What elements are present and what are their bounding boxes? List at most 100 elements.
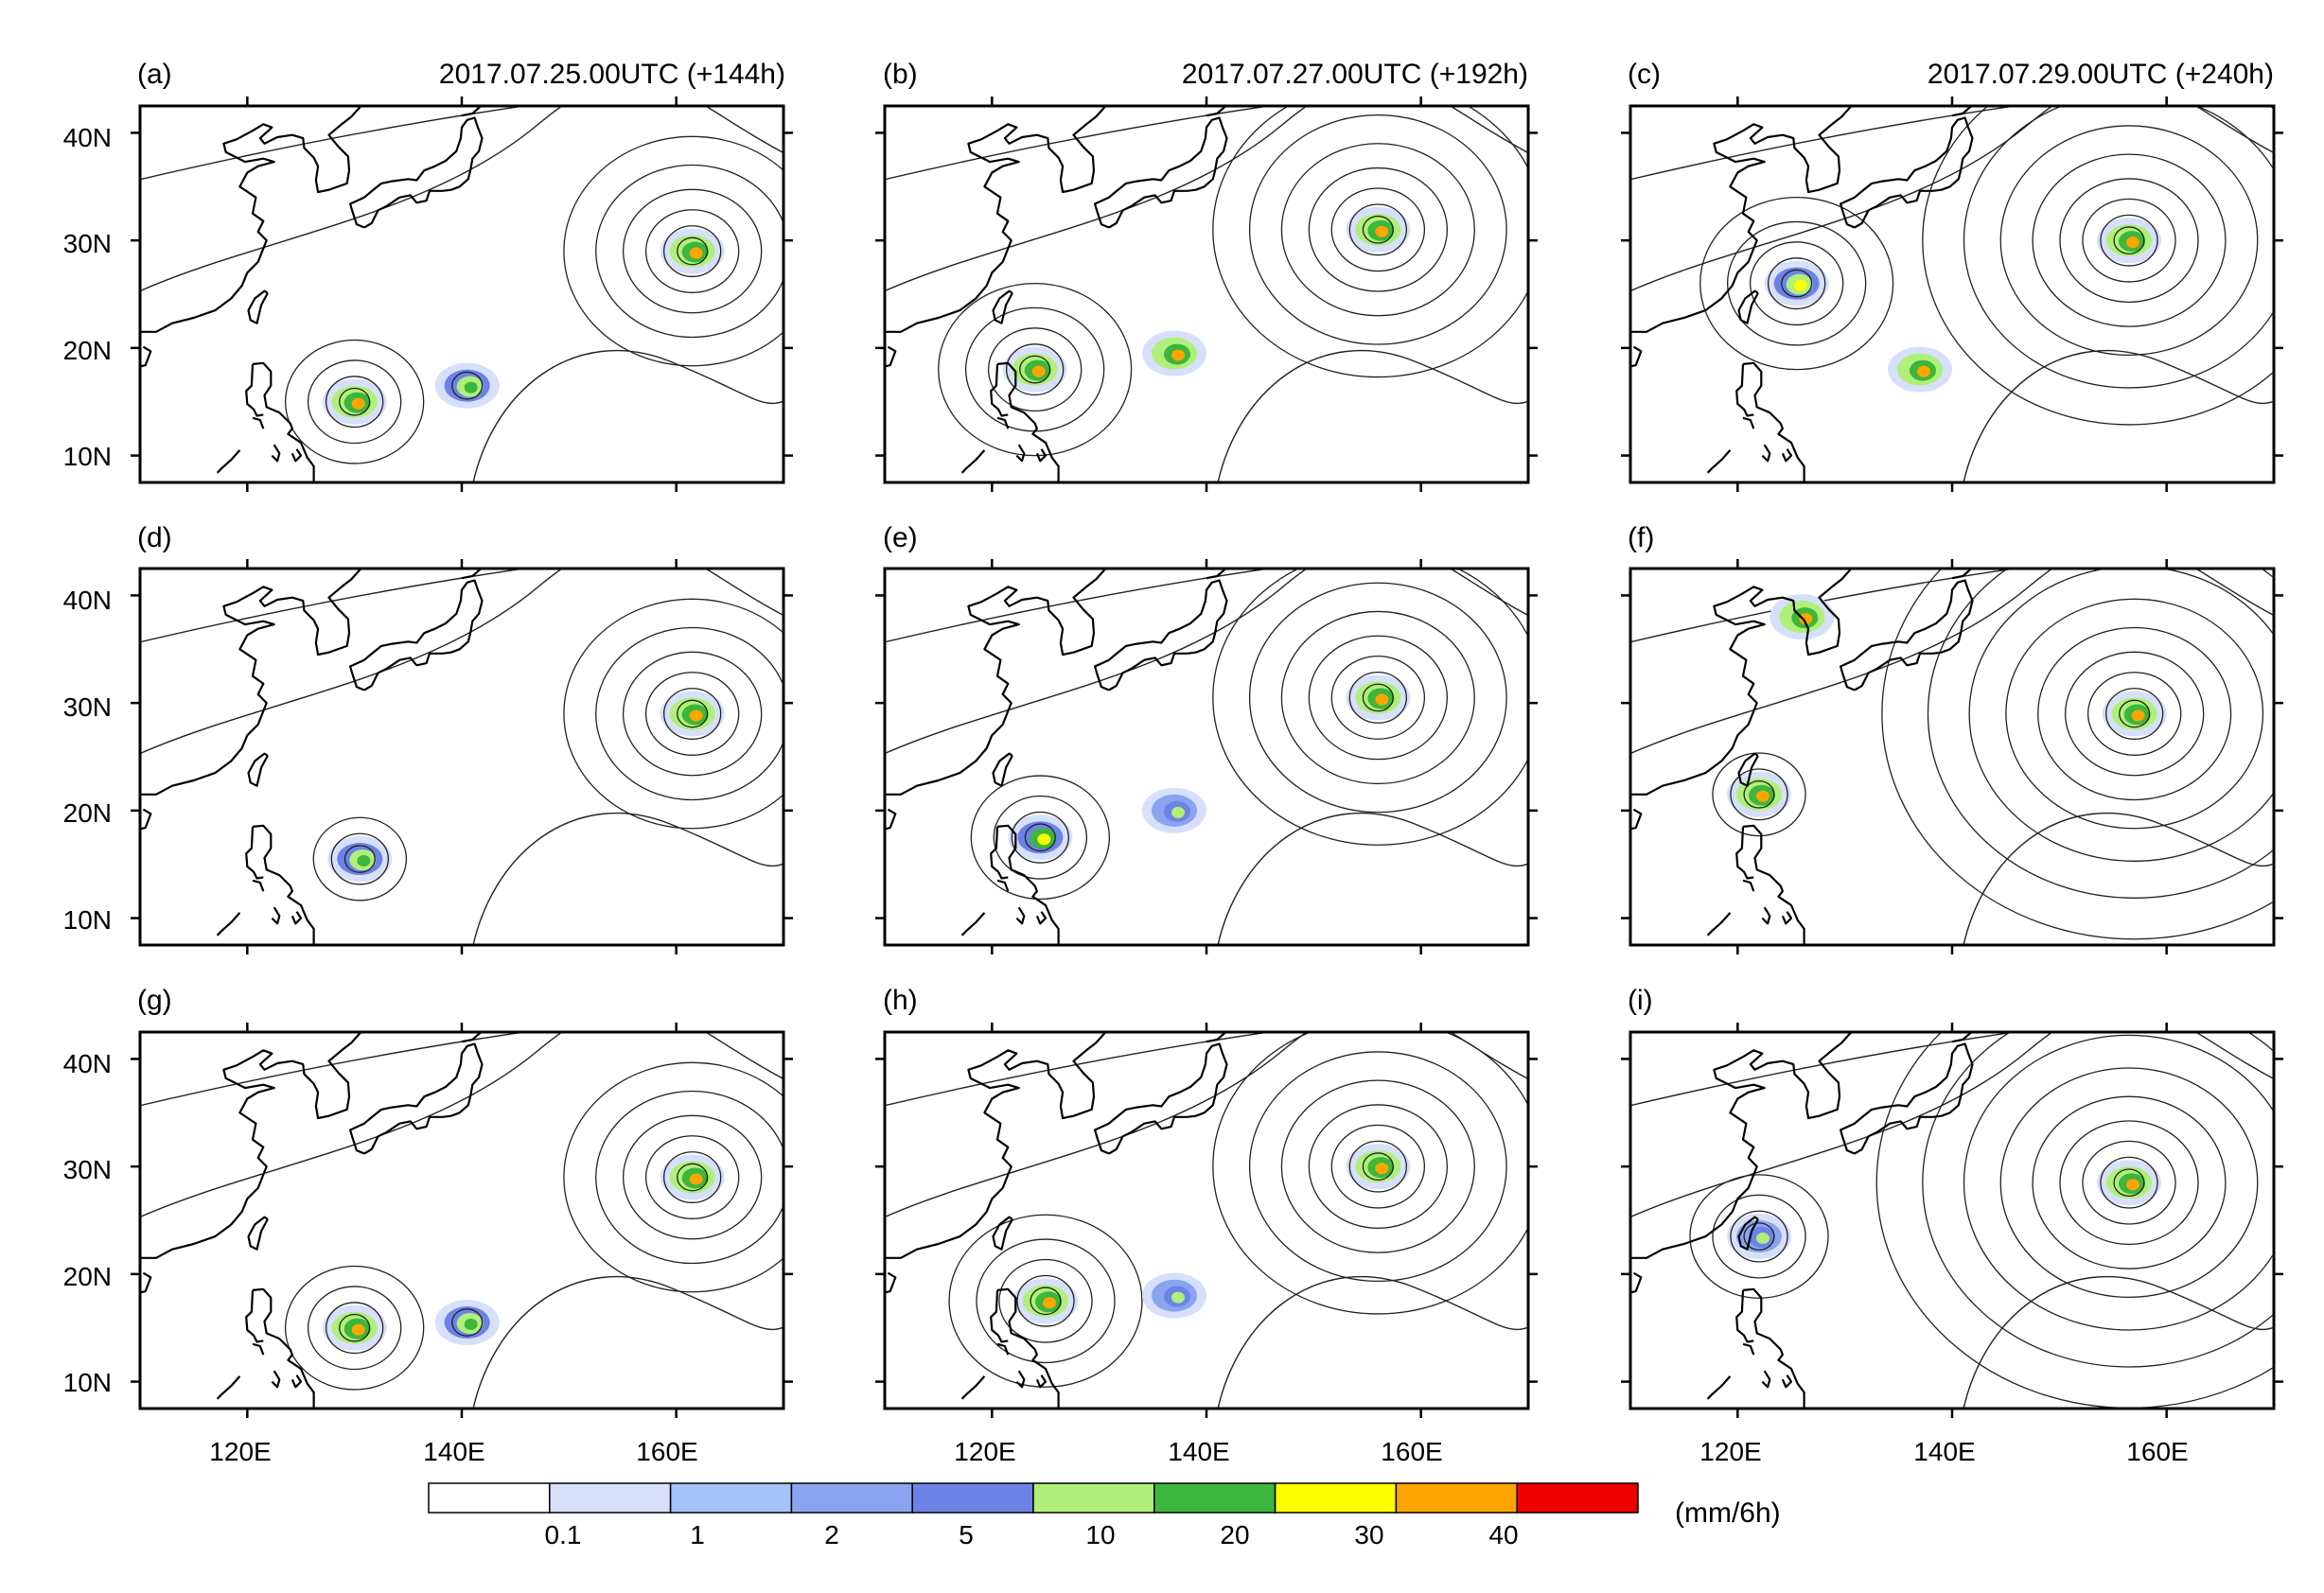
storm-isobar — [622, 651, 763, 777]
map-content — [885, 106, 1528, 482]
storm-isobar — [1016, 1274, 1075, 1327]
coastline — [996, 824, 1060, 945]
coastline — [1094, 116, 1228, 229]
panel-grid — [131, 96, 2283, 1418]
lon-label-120e: 120E — [954, 1437, 1016, 1466]
colorbar-box — [669, 1482, 793, 1514]
rain-core — [1375, 225, 1389, 237]
rain-core — [351, 1323, 365, 1336]
coastline — [1951, 106, 1973, 117]
coastline — [252, 1342, 265, 1356]
map-panel — [131, 559, 793, 954]
coastline — [996, 416, 1010, 429]
pressure-contour — [1963, 1275, 2274, 1409]
coastline — [140, 569, 362, 796]
storm-isobar — [1330, 1124, 1426, 1209]
coastline — [216, 449, 241, 474]
storm-isobar — [987, 327, 1083, 412]
colorbar-label: 20 — [1220, 1520, 1250, 1549]
storm-isobar — [1330, 656, 1426, 740]
rain-core — [1171, 1291, 1185, 1304]
storm-isobar — [644, 209, 740, 293]
coastline — [1035, 448, 1048, 463]
lat-label-40n: 40N — [62, 586, 112, 615]
map-background — [140, 569, 783, 945]
colorbar-box — [1153, 1482, 1276, 1514]
rain-core — [1756, 790, 1769, 802]
storm-isobar — [284, 1265, 425, 1391]
colorbar-box — [1032, 1482, 1155, 1514]
coastline — [1630, 345, 1643, 368]
rain-core — [2126, 236, 2139, 249]
storm-isobar — [2100, 214, 2158, 267]
rain-core — [351, 397, 365, 410]
colorbar-label: 10 — [1085, 1520, 1116, 1549]
coastline — [290, 1374, 303, 1389]
coastline — [271, 906, 281, 925]
storm-isobar — [663, 1151, 722, 1203]
storm-isobar — [2059, 178, 2199, 303]
rain-core — [1043, 1297, 1056, 1309]
storm-isobar — [644, 1135, 740, 1219]
storm-isobar — [595, 1090, 783, 1265]
map-background — [140, 106, 783, 482]
storm-isobar — [663, 225, 722, 277]
storm-isobar — [339, 1313, 371, 1342]
pressure-contour — [1630, 569, 2274, 755]
colorbar-box — [549, 1482, 672, 1514]
storm-isobar — [1330, 187, 1426, 272]
storm-isobar — [993, 795, 1088, 880]
storm-isobar — [1963, 106, 2274, 389]
rain-core — [1917, 365, 1930, 377]
map-content — [885, 1032, 1528, 1409]
pressure-contour — [1963, 812, 2274, 945]
storm-isobar — [1011, 811, 1069, 864]
storm-isobar — [1348, 1140, 1407, 1193]
storm-isobar — [970, 775, 1111, 901]
pressure-contour — [1630, 1032, 2019, 1107]
coastline — [1706, 449, 1732, 474]
storm-isobar — [2082, 198, 2176, 283]
coastline — [990, 363, 1009, 417]
coastline — [271, 1370, 281, 1389]
coastline — [140, 106, 362, 333]
coastline — [1951, 569, 1973, 580]
storm-isobar — [1308, 635, 1449, 761]
rain-core — [2131, 709, 2145, 722]
coastline — [140, 345, 152, 368]
lon-label-160e: 160E — [2126, 1437, 2189, 1466]
storm-isobar — [1768, 257, 1826, 310]
colorbar-box — [1516, 1482, 1639, 1514]
lon-label-140e: 140E — [1168, 1437, 1230, 1466]
storm-isobar — [326, 376, 384, 429]
map-background — [1630, 106, 2274, 482]
storm-isobar — [1248, 582, 1507, 814]
panel-label-f: (f) — [1628, 522, 1655, 553]
coastline — [1206, 106, 1227, 117]
panel-label-c: (c) — [1628, 59, 1661, 90]
coastline — [1951, 1032, 1973, 1043]
coastline — [461, 106, 483, 117]
coastline — [349, 116, 484, 229]
coastline — [1742, 824, 1805, 945]
pressure-contour — [1630, 106, 2019, 181]
colorbar-box — [911, 1482, 1034, 1514]
coastline — [990, 826, 1009, 880]
storm-isobar — [1999, 1067, 2259, 1299]
coastline — [996, 879, 1010, 892]
coastline — [885, 1271, 897, 1294]
coastline — [252, 1287, 315, 1409]
coastline — [1015, 444, 1026, 463]
rain-core — [1171, 806, 1185, 818]
pressure-contour — [140, 569, 529, 643]
rain-core — [1375, 693, 1389, 706]
map-panel — [875, 96, 1538, 492]
lat-label-20n: 20N — [62, 336, 112, 365]
storm-isobar — [2113, 1168, 2145, 1198]
coastline — [960, 449, 986, 474]
coastline — [1630, 1032, 1853, 1259]
pressure-contour — [472, 349, 783, 482]
storm-isobar — [976, 1238, 1116, 1364]
map-content — [140, 1032, 783, 1409]
